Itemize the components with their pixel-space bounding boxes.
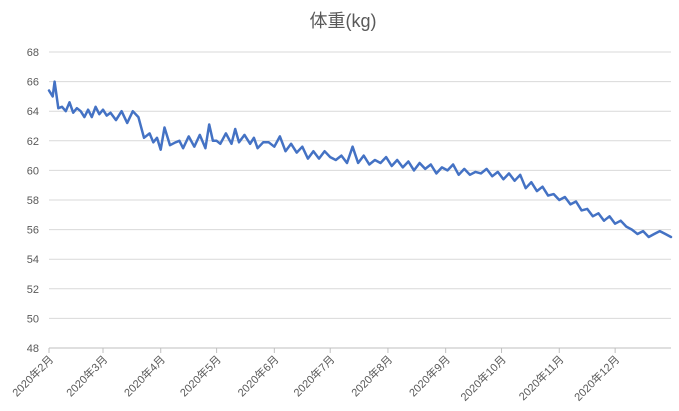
y-tick-label: 62 (27, 136, 39, 148)
gridlines (49, 51, 671, 349)
y-tick-label: 48 (27, 343, 39, 355)
y-tick-label: 52 (27, 284, 39, 296)
x-tick-label: 2020年5月 (177, 352, 224, 399)
x-axis-tick-labels: 2020年2月 2020年3月 2020年4月 2020年5月 2020年6月 2020年… (9, 352, 622, 403)
y-tick-label: 50 (27, 313, 39, 325)
x-tick-label: 2020年7月 (290, 352, 337, 399)
y-tick-label: 60 (27, 165, 39, 177)
x-tick-label: 2020年9月 (406, 352, 453, 399)
y-axis-tick-labels: 48 50 52 54 56 58 60 62 64 66 68 (27, 47, 39, 355)
x-tick-label: 2020年8月 (348, 352, 395, 399)
x-tick-label: 2020年11月 (516, 352, 567, 403)
y-tick-label: 64 (27, 106, 39, 118)
x-tick-label: 2020年6月 (234, 352, 281, 399)
y-tick-label: 58 (27, 195, 39, 207)
weight-series-line (47, 80, 673, 239)
y-tick-label: 56 (27, 225, 39, 237)
x-tick-label: 2020年3月 (63, 352, 110, 399)
x-tick-label: 2020年12月 (571, 352, 622, 403)
y-tick-label: 54 (27, 254, 39, 266)
y-tick-label: 66 (27, 77, 39, 89)
x-tick-label: 2020年4月 (121, 352, 168, 399)
x-tick-label: 2020年10月 (457, 352, 508, 403)
y-tick-label: 68 (27, 47, 39, 59)
x-axis (48, 347, 671, 353)
x-tick-label: 2020年2月 (9, 352, 56, 399)
chart-title: 体重(kg) (310, 11, 377, 31)
